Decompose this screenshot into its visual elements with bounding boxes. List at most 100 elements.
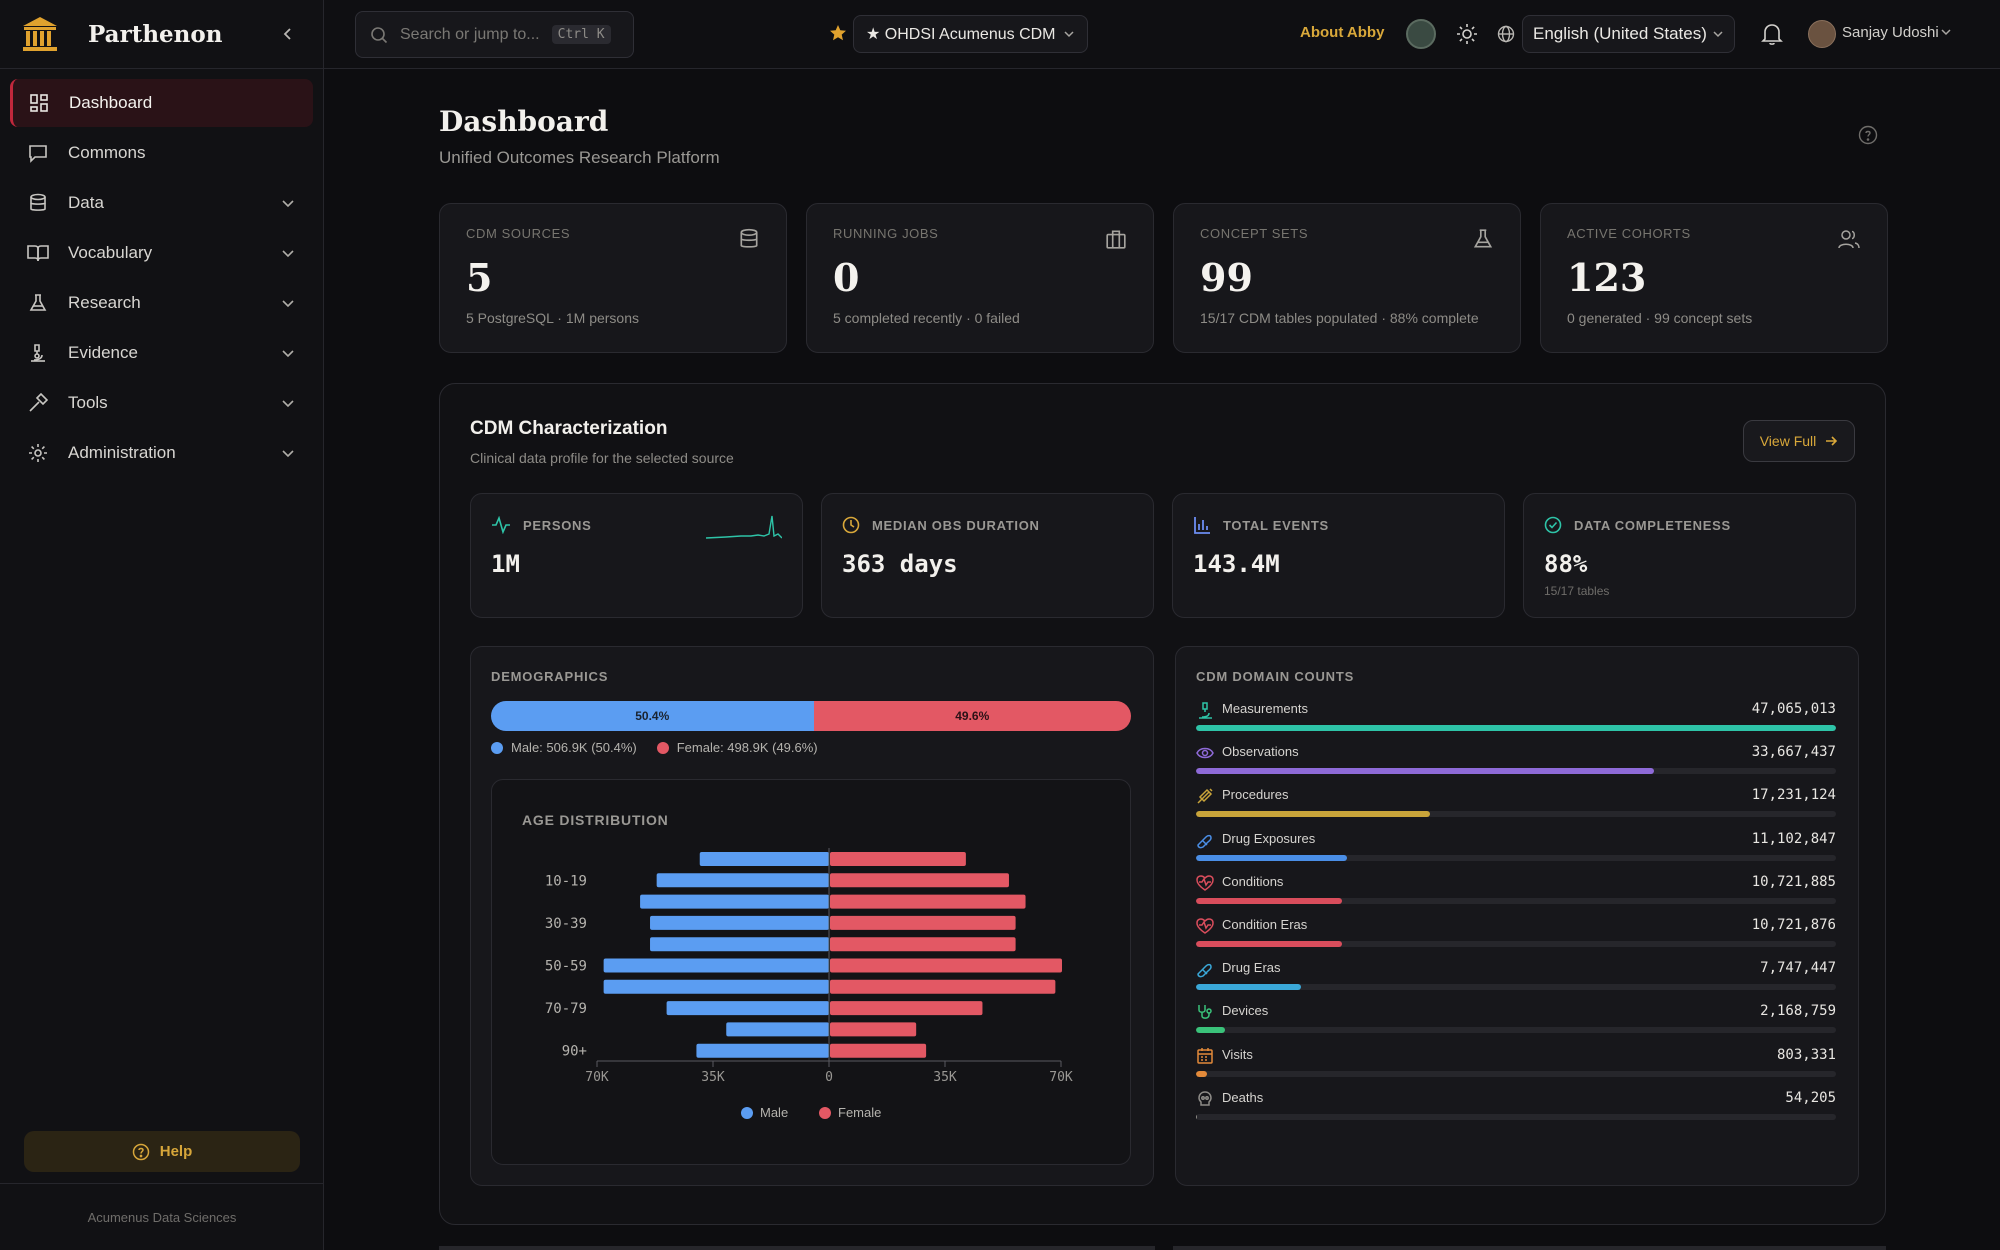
- help-button[interactable]: Help: [24, 1131, 300, 1172]
- legend-female: Female: 498.9K (49.6%): [656, 740, 818, 755]
- user-name[interactable]: Sanjay Udoshi: [1842, 24, 1939, 41]
- domain-name: Visits: [1222, 1046, 1253, 1062]
- next-panel-edge: [439, 1246, 1155, 1250]
- bell-icon[interactable]: [1761, 22, 1783, 46]
- gender-legend: Male: 506.9K (50.4%) Female: 498.9K (49.…: [491, 740, 838, 755]
- metric-total-events[interactable]: TOTAL EVENTS 143.4M: [1172, 493, 1505, 618]
- female-bar: [830, 915, 1016, 930]
- stat-card-concept-sets[interactable]: CONCEPT SETS 99 15/17 CDM tables populat…: [1173, 203, 1521, 353]
- male-bar: [603, 958, 829, 973]
- sidebar-item-label: Research: [68, 293, 141, 312]
- sidebar-item-dashboard[interactable]: Dashboard: [10, 79, 313, 127]
- domain-row[interactable]: Observations 33,667,437: [1196, 742, 1836, 782]
- domain-bar-track: [1196, 768, 1836, 775]
- domain-count: 33,667,437: [1751, 744, 1836, 761]
- metric-value: 363 days: [842, 550, 958, 578]
- star-icon[interactable]: [829, 24, 847, 42]
- sidebar-item-commons[interactable]: Commons: [10, 129, 313, 177]
- chevron-down-icon[interactable]: [1940, 26, 1952, 38]
- stethoscope-icon: [1198, 1005, 1212, 1020]
- briefcase-icon: [1106, 230, 1126, 249]
- user-avatar[interactable]: [1808, 20, 1836, 48]
- stat-card-running-jobs[interactable]: RUNNING JOBS 0 5 completed recently · 0 …: [806, 203, 1154, 353]
- collapse-sidebar-button[interactable]: [273, 19, 303, 49]
- domain-row[interactable]: Condition Eras 10,721,876: [1196, 915, 1836, 955]
- domain-count: 11,102,847: [1751, 830, 1836, 847]
- language-selector[interactable]: English (United States): [1522, 15, 1735, 53]
- sidebar-item-evidence[interactable]: Evidence: [10, 329, 313, 377]
- eye-icon: [1196, 747, 1214, 759]
- sidebar: Parthenon Dashboard Commons Data Vocabul…: [0, 0, 324, 1250]
- domain-row[interactable]: Drug Exposures 11,102,847: [1196, 829, 1836, 869]
- next-panel-edge: [1173, 1246, 1886, 1250]
- domain-count: 2,168,759: [1760, 1003, 1836, 1020]
- domain-bar-fill: [1196, 1070, 1207, 1077]
- globe-icon: [1497, 25, 1515, 43]
- stat-card-cdm-sources[interactable]: CDM SOURCES 5 5 PostgreSQL · 1M persons: [439, 203, 787, 353]
- x-tick-label: 0: [825, 1070, 833, 1085]
- metric-note: 15/17 tables: [1544, 584, 1610, 598]
- stat-card-active-cohorts[interactable]: ACTIVE COHORTS 123 0 generated · 99 conc…: [1540, 203, 1888, 353]
- sidebar-item-research[interactable]: Research: [10, 279, 313, 327]
- domain-name: Drug Eras: [1222, 960, 1281, 976]
- domain-row[interactable]: Conditions 10,721,885: [1196, 872, 1836, 912]
- search-shortcut: Ctrl K: [551, 25, 611, 44]
- sidebar-item-tools[interactable]: Tools: [10, 379, 313, 427]
- abby-avatar[interactable]: [1406, 19, 1436, 49]
- bar-chart-icon: [1194, 517, 1210, 534]
- cdm-title: CDM Characterization: [470, 418, 668, 439]
- cdm-domain-counts-card: CDM DOMAIN COUNTS Measurements 47,065,013…: [1175, 646, 1859, 1186]
- flask-icon: [29, 294, 47, 311]
- chevron-down-icon: [282, 200, 294, 208]
- help-circle-icon[interactable]: [1858, 125, 1878, 145]
- metric-persons[interactable]: PERSONS 1M: [470, 493, 803, 618]
- metric-median-obs-duration[interactable]: MEDIAN OBS DURATION 363 days: [821, 493, 1154, 618]
- domain-row[interactable]: Procedures 17,231,124: [1196, 785, 1836, 825]
- search-input[interactable]: Search or jump to... Ctrl K: [355, 11, 634, 58]
- chart-title: AGE DISTRIBUTION: [522, 812, 669, 828]
- stat-label: CDM SOURCES: [466, 226, 571, 241]
- domain-bar-fill: [1196, 725, 1836, 731]
- calendar-icon: [1197, 1047, 1213, 1064]
- sidebar-item-vocabulary[interactable]: Vocabulary: [10, 229, 313, 277]
- domain-row[interactable]: Deaths 54,205: [1196, 1088, 1836, 1128]
- female-bar: [830, 894, 1026, 909]
- domain-row[interactable]: Devices 2,168,759: [1196, 1001, 1836, 1041]
- source-selector[interactable]: ★ OHDSI Acumenus CDM: [853, 15, 1088, 53]
- sidebar-item-administration[interactable]: Administration: [10, 429, 313, 477]
- cdm-characterization-panel: CDM Characterization Clinical data profi…: [439, 383, 1886, 1225]
- female-bar: [830, 979, 1056, 994]
- age-label: 30-39: [545, 916, 587, 932]
- domain-row[interactable]: Visits 803,331: [1196, 1045, 1836, 1085]
- about-abby-link[interactable]: About Abby: [1300, 24, 1385, 41]
- stat-label: RUNNING JOBS: [833, 226, 939, 241]
- pill-icon: [1197, 964, 1212, 978]
- male-bar: [640, 894, 829, 909]
- demographics-title: DEMOGRAPHICS: [491, 669, 609, 684]
- help-label: Help: [159, 1143, 193, 1160]
- domain-row[interactable]: Drug Eras 7,747,447: [1196, 958, 1836, 998]
- domain-bar-track: [1196, 897, 1836, 904]
- x-tick-label: 70K: [1049, 1070, 1073, 1085]
- domain-name: Condition Eras: [1222, 917, 1308, 932]
- domain-row[interactable]: Measurements 47,065,013: [1196, 699, 1836, 739]
- heart-pulse-icon: [1196, 918, 1214, 934]
- domain-count: 7,747,447: [1760, 960, 1836, 977]
- domain-bar-track: [1196, 854, 1836, 861]
- stat-value: 0: [833, 255, 860, 300]
- sidebar-item-data[interactable]: Data: [10, 179, 313, 227]
- x-tick-label: 70K: [585, 1070, 609, 1085]
- male-bar: [666, 1001, 829, 1016]
- metric-data-completeness[interactable]: DATA COMPLETENESS 88% 15/17 tables: [1523, 493, 1856, 618]
- domain-bar-track: [1196, 941, 1836, 947]
- male-bar: [696, 1043, 829, 1058]
- metric-value: 1M: [491, 550, 520, 578]
- domain-name: Observations: [1222, 744, 1299, 760]
- view-full-button[interactable]: View Full: [1743, 420, 1855, 462]
- sidebar-item-label: Data: [68, 193, 104, 212]
- domain-bar-fill: [1196, 811, 1431, 818]
- sun-icon[interactable]: [1455, 22, 1479, 46]
- metric-value: 143.4M: [1193, 550, 1280, 578]
- legend-male-label: Male: [760, 1105, 788, 1120]
- grid-icon: [30, 94, 48, 112]
